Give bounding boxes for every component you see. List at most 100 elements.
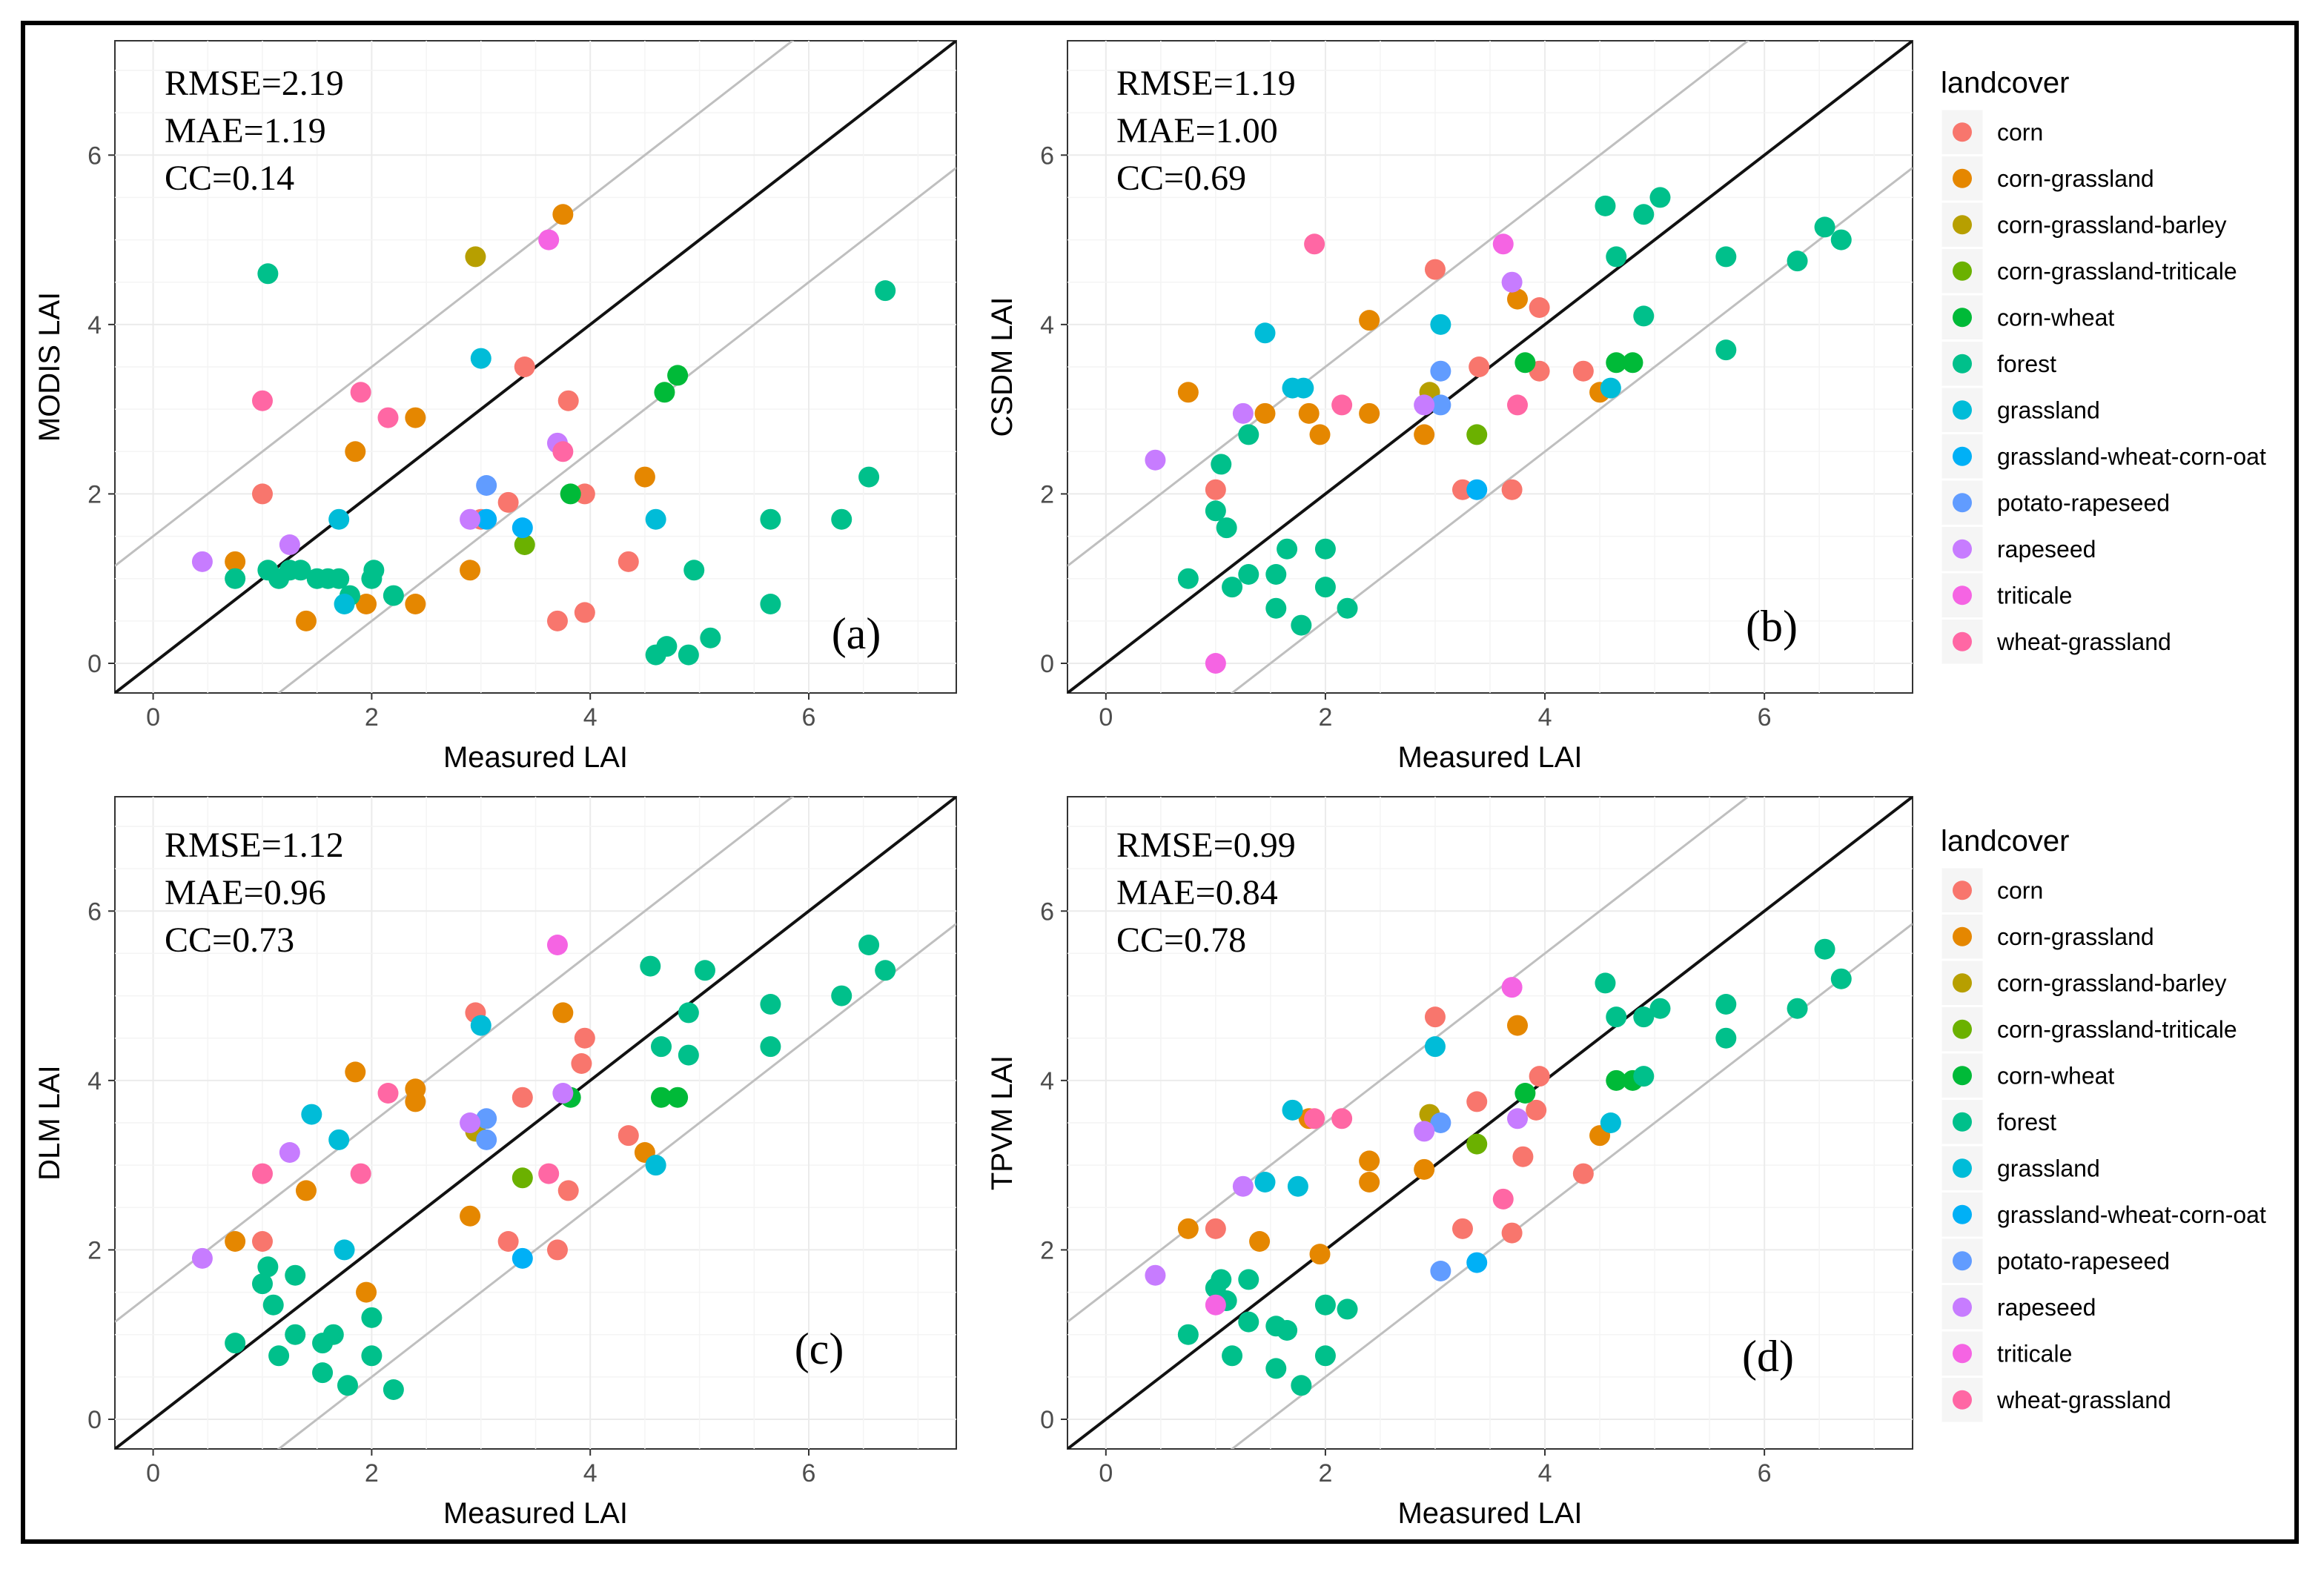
point-corn-grassland-barley	[465, 246, 486, 268]
point-forest	[1830, 229, 1852, 251]
legend-swatch-corn-grassland	[1953, 168, 1972, 188]
panel-label: (d)	[1742, 1332, 1794, 1381]
y-tick-label: 0	[87, 1406, 102, 1434]
point-potato-rapeseed	[1430, 360, 1451, 382]
point-forest	[760, 508, 781, 530]
point-forest	[1830, 968, 1852, 989]
point-grassland-wheat-corn-oat	[512, 1247, 533, 1269]
point-wheat-grassland	[1304, 233, 1325, 255]
point-forest	[257, 263, 279, 285]
point-corn-grassland	[1414, 1158, 1435, 1180]
point-wheat-grassland	[538, 1163, 560, 1184]
point-wheat-grassland	[1304, 1108, 1325, 1130]
x-tick-label: 4	[583, 1459, 597, 1487]
legend-label: potato-rapeseed	[1997, 489, 2170, 516]
point-forest	[1715, 994, 1737, 1015]
stat-text: CC=0.69	[1116, 159, 1246, 198]
point-grassland	[301, 1104, 322, 1125]
point-forest	[1238, 424, 1259, 445]
point-grassland	[334, 1239, 355, 1261]
point-corn-grassland	[1359, 310, 1380, 331]
legend-swatch-corn-grassland-barley	[1953, 215, 1972, 235]
point-grassland	[1282, 1099, 1303, 1121]
offset-line	[1230, 167, 1913, 693]
reference-lines	[115, 797, 956, 1449]
stat-text: RMSE=1.19	[1116, 64, 1296, 103]
panel-label: (c)	[795, 1324, 844, 1373]
point-forest	[1595, 972, 1616, 994]
offset-line	[115, 41, 795, 567]
point-triticale	[1205, 653, 1226, 674]
y-tick-label: 2	[87, 1236, 102, 1264]
point-corn	[1529, 297, 1550, 318]
point-corn	[1469, 356, 1490, 377]
point-corn-grassland-triticale	[1466, 424, 1488, 445]
point-rapeseed	[1414, 1121, 1435, 1142]
x-tick-label: 6	[1758, 1459, 1772, 1487]
legend-label: rapeseed	[1997, 536, 2096, 563]
point-forest	[1606, 1006, 1627, 1028]
point-forest	[1715, 1027, 1737, 1049]
legend-label: corn-grassland	[1997, 923, 2154, 950]
y-tick-label: 2	[1040, 480, 1054, 508]
legend-swatch-corn-wheat	[1953, 308, 1972, 328]
legend-label: triticale	[1997, 1340, 2072, 1367]
y-tick-label: 4	[87, 311, 102, 339]
point-forest	[683, 560, 705, 581]
point-corn	[571, 1053, 592, 1074]
legend-swatch-corn	[1953, 122, 1972, 142]
offset-line	[277, 923, 956, 1449]
point-rapeseed	[279, 1142, 300, 1163]
point-grassland	[470, 348, 491, 369]
point-forest	[1814, 938, 1835, 960]
stat-text: MAE=1.19	[165, 111, 326, 150]
stat-text: CC=0.14	[165, 159, 294, 198]
point-grassland	[645, 508, 666, 530]
point-potato-rapeseed	[476, 1108, 497, 1130]
point-corn-grassland	[1507, 288, 1529, 310]
panel-label: (b)	[1746, 602, 1798, 651]
stat-text: CC=0.78	[1116, 920, 1246, 960]
gridlines	[1067, 797, 1913, 1449]
point-forest	[1216, 517, 1237, 539]
point-forest	[1787, 251, 1808, 272]
point-grassland	[645, 1155, 666, 1176]
point-corn-grassland-triticale	[1466, 1133, 1488, 1155]
point-wheat-grassland	[1507, 394, 1529, 416]
point-forest	[1314, 577, 1336, 598]
point-grassland-wheat-corn-oat	[1466, 479, 1488, 500]
legend-key	[1939, 1051, 1985, 1100]
panel-label: (a)	[832, 609, 881, 658]
point-forest	[1277, 1320, 1298, 1341]
point-forest	[257, 1256, 279, 1278]
point-forest	[251, 1273, 273, 1295]
point-forest	[1715, 339, 1737, 361]
point-forest	[225, 1333, 246, 1354]
point-forest	[1649, 187, 1671, 208]
y-axis-title: CSDM LAI	[986, 297, 1019, 437]
panel-c: 0 2 4 6 0 2 4 6 Measured LAI DLM LAI RMSE=1.12 MAE=…	[33, 796, 957, 1530]
point-corn	[618, 1125, 639, 1147]
legend-key	[1939, 912, 1985, 961]
legend-swatch-potato-rapeseed	[1953, 493, 1972, 513]
point-corn	[512, 1087, 533, 1108]
point-forest	[383, 1379, 404, 1400]
point-forest	[1606, 246, 1627, 268]
point-grassland-wheat-corn-oat	[512, 517, 533, 539]
legend-swatch-corn-grassland-barley	[1953, 973, 1972, 993]
offset-line	[277, 167, 956, 693]
point-corn	[1424, 259, 1446, 280]
point-corn-grassland	[225, 551, 246, 572]
point-corn	[251, 1231, 273, 1252]
point-triticale	[1205, 1294, 1226, 1316]
legend-swatch-corn-grassland-triticale	[1953, 1019, 1972, 1039]
point-forest	[268, 1345, 290, 1367]
point-grassland	[328, 508, 350, 530]
data-points	[191, 204, 896, 666]
point-corn	[574, 483, 595, 505]
point-corn	[1451, 479, 1473, 500]
legend-swatch-potato-rapeseed	[1953, 1251, 1972, 1271]
point-potato-rapeseed	[1430, 1112, 1451, 1133]
point-corn-wheat	[1606, 1069, 1627, 1091]
